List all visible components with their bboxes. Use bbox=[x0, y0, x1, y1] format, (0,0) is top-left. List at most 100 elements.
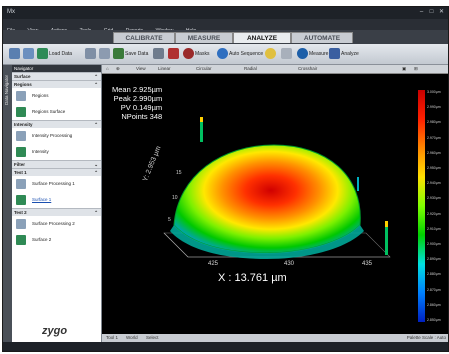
home-icon[interactable]: ⌂ bbox=[106, 66, 109, 71]
nav-item-surface-processing-2[interactable]: Surface Processing 2 bbox=[12, 216, 101, 232]
load-data-button[interactable]: Load Data bbox=[37, 47, 72, 61]
crosshair-button[interactable]: Crosshair bbox=[298, 66, 318, 71]
navigator-strip-label: Data Navigator bbox=[4, 75, 9, 106]
nav-item-intensity[interactable]: Intensity bbox=[12, 144, 101, 160]
pin-icon[interactable]: ▣ bbox=[402, 66, 407, 71]
new-button[interactable] bbox=[9, 47, 21, 61]
surface-map-icon bbox=[16, 195, 26, 205]
nav-item-surface-1[interactable]: Surface 1 bbox=[12, 192, 101, 208]
surface-rim bbox=[170, 225, 364, 259]
y-tick: 15 bbox=[176, 170, 182, 176]
chevron-up-icon[interactable]: ⌃ bbox=[94, 74, 98, 79]
color-scale-tick: 2.970µm bbox=[427, 135, 441, 140]
nav-item-intensity-processing[interactable]: Intensity Processing bbox=[12, 128, 101, 144]
open-button[interactable] bbox=[23, 47, 35, 61]
zoom-icon[interactable]: ⊕ bbox=[116, 66, 120, 71]
color-scale-bar bbox=[418, 90, 425, 322]
nav-group-filter[interactable]: Filter ⌄ bbox=[12, 160, 101, 168]
nav-item-surface-processing-1[interactable]: Surface Processing 1 bbox=[12, 176, 101, 192]
tab-measure[interactable]: MEASURE bbox=[175, 32, 233, 43]
auto-sequence-label: Auto Sequence bbox=[229, 51, 264, 57]
save-data-button[interactable]: Save Data bbox=[113, 47, 148, 61]
nav-item-regions-surface[interactable]: Regions Surface bbox=[12, 104, 101, 120]
tool-icon bbox=[16, 91, 26, 101]
nav-item-label: Surface Processing 2 bbox=[32, 221, 75, 226]
minimize-icon[interactable]: – bbox=[419, 9, 424, 15]
nav-group-test2[interactable]: Test 2 ⌃ bbox=[12, 208, 101, 216]
viewer-status-bar: Tool 1 World Select Palette Scale : Auto bbox=[102, 334, 448, 342]
color-scale-tick: 2.960µm bbox=[427, 150, 441, 155]
lightbulb-button[interactable] bbox=[265, 47, 277, 61]
nav-item-label: Intensity Processing bbox=[32, 133, 73, 138]
surface-3d-viewer[interactable]: ⌂ ⊕ View Linear Circular Radial Crosshai… bbox=[102, 65, 448, 342]
nav-group-intensity[interactable]: Intensity ⌃ bbox=[12, 120, 101, 128]
stat-mean: Mean 2.925µm bbox=[112, 85, 163, 94]
nav-item-label: Regions bbox=[32, 93, 49, 98]
nav-item-label: Regions Surface bbox=[32, 109, 66, 114]
tool-icon bbox=[16, 219, 26, 229]
auto-sequence-button[interactable]: Auto Sequence bbox=[217, 47, 263, 61]
x-tick: 435 bbox=[362, 261, 373, 267]
zygo-logo: zygo bbox=[42, 325, 68, 337]
color-scale-tick: 3.000µm bbox=[427, 90, 441, 94]
navigator-strip[interactable]: Data Navigator bbox=[3, 65, 12, 342]
grid-icon[interactable]: ⊞ bbox=[414, 66, 418, 71]
nav-group-label: Test 1 bbox=[14, 170, 27, 175]
print-icon bbox=[85, 48, 96, 60]
color-scale-tick: 2.940µm bbox=[427, 181, 441, 186]
surface-dome bbox=[173, 144, 361, 254]
nav-group-label: Test 2 bbox=[14, 210, 27, 215]
navigator-panel: Navigator Surface ⌃ Regions ⌃ Regions Regi… bbox=[12, 65, 101, 342]
chevron-down-icon[interactable]: ⌄ bbox=[94, 162, 98, 167]
tab-calibrate[interactable]: CALIBRATE bbox=[113, 32, 175, 43]
close-icon[interactable]: ✕ bbox=[438, 9, 445, 15]
measure-icon bbox=[297, 48, 308, 60]
color-scale-tick: 2.900µm bbox=[427, 242, 441, 246]
circular-button[interactable]: Circular bbox=[196, 66, 212, 71]
chevron-up-icon[interactable]: ⌃ bbox=[94, 122, 98, 127]
chevron-up-icon[interactable]: ⌃ bbox=[94, 170, 98, 175]
nav-root-surface[interactable]: Surface ⌃ bbox=[12, 72, 101, 80]
nav-item-regions[interactable]: Regions bbox=[12, 88, 101, 104]
open-icon bbox=[23, 48, 34, 60]
color-scale-tick: 2.930µm bbox=[427, 196, 441, 201]
report-button[interactable] bbox=[168, 47, 180, 61]
copy-button[interactable] bbox=[99, 47, 111, 61]
masks-button[interactable]: Masks bbox=[183, 47, 209, 61]
view-button[interactable]: View bbox=[136, 66, 146, 71]
chevron-up-icon[interactable]: ⌃ bbox=[94, 82, 98, 87]
nav-group-regions[interactable]: Regions ⌃ bbox=[12, 80, 101, 88]
color-scale-tick: 2.850µm bbox=[427, 318, 441, 322]
nav-group-test1[interactable]: Test 1 ⌃ bbox=[12, 168, 101, 176]
app-status-bar bbox=[3, 342, 448, 351]
axis-line bbox=[163, 232, 189, 258]
color-scale-tick: 2.990µm bbox=[427, 105, 441, 110]
stat-pv: PV 0.149µm bbox=[120, 103, 163, 112]
analyze-label: Analyze bbox=[341, 51, 359, 57]
tab-analyze[interactable]: ANALYZE bbox=[233, 32, 291, 43]
maximize-icon[interactable]: □ bbox=[429, 9, 434, 15]
nav-item-surface-2[interactable]: Surface 2 bbox=[12, 232, 101, 248]
nav-group-label: Intensity bbox=[14, 122, 33, 127]
auto-sequence-icon bbox=[217, 48, 228, 60]
color-scale-tick: 2.890µm bbox=[427, 257, 441, 262]
surface-map-icon bbox=[16, 235, 26, 245]
help-button[interactable] bbox=[281, 47, 293, 61]
corner-spike bbox=[200, 120, 203, 142]
measure-button[interactable]: Measure bbox=[297, 47, 328, 61]
color-scale-tick: 2.870µm bbox=[427, 287, 441, 292]
statistics-panel: Mean 2.925µm Peak 2.990µm PV 0.149µm NPo… bbox=[112, 85, 162, 121]
tab-automate[interactable]: AUTOMATE bbox=[291, 32, 353, 43]
print-button[interactable] bbox=[85, 47, 97, 61]
chevron-up-icon[interactable]: ⌃ bbox=[94, 210, 98, 215]
nav-item-label: Intensity bbox=[32, 149, 49, 154]
tool-icon bbox=[16, 179, 26, 189]
analyze-button[interactable]: Analyze bbox=[329, 47, 359, 61]
color-scale-tick: 2.920µm bbox=[427, 211, 441, 216]
corner-spike bbox=[385, 225, 388, 255]
stat-npoints: NPoints 348 bbox=[121, 112, 163, 121]
settings-button[interactable] bbox=[153, 47, 165, 61]
corner-spike bbox=[357, 177, 359, 191]
radial-button[interactable]: Radial bbox=[244, 66, 257, 71]
linear-button[interactable]: Linear bbox=[158, 66, 171, 71]
